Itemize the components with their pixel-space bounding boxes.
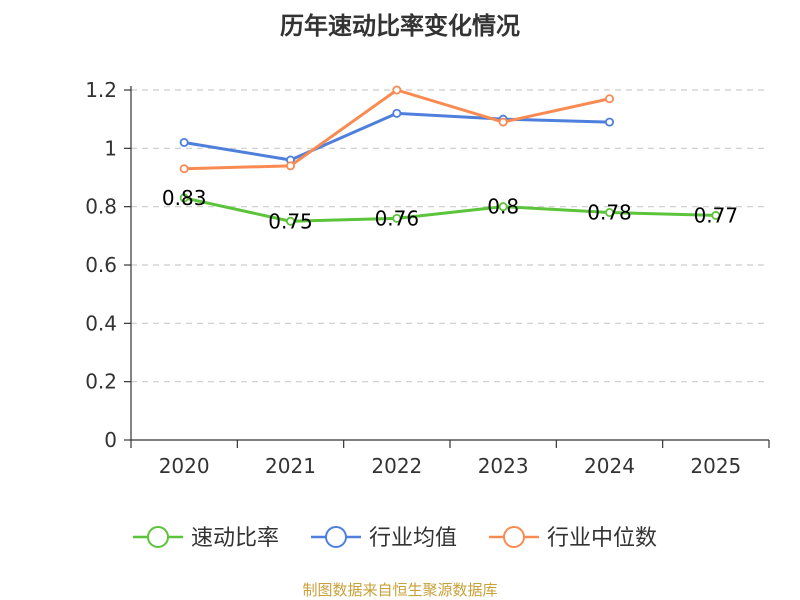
legend-item-1[interactable]: 行业均值 [311,526,457,551]
y-tick-label: 1.2 [85,78,117,102]
data-labels: 0.83 0.75 0.76 0.8 0.78 0.77 [162,186,738,233]
legend-marker-icon [147,526,169,548]
data-label: 0.8 [487,195,519,219]
data-label: 0.78 [587,201,632,225]
data-point [179,193,189,203]
legend-label: 行业中位数 [547,526,657,551]
x-tick-label: 2023 [478,454,529,478]
y-tick-label: 0.4 [85,311,117,335]
series-lines [179,85,721,226]
data-label: 0.83 [162,186,207,210]
data-point [498,202,508,212]
legend-item-0[interactable]: 速动比率 [133,526,279,551]
legend-marker-icon [325,526,347,548]
legend-item-2[interactable]: 行业中位数 [489,526,657,551]
y-tick-label: 0.2 [85,370,117,394]
data-label: 0.76 [375,206,420,230]
y-tick-label: 1 [104,136,117,160]
data-point [179,164,189,174]
data-point [392,213,402,223]
data-label: 0.77 [694,203,739,227]
y-tick-label: 0.6 [85,253,117,277]
data-point [285,216,295,226]
data-point [498,117,508,127]
data-point [392,85,402,95]
chart-title: 历年速动比率变化情况 [280,12,520,40]
legend-label: 速动比率 [191,526,279,551]
y-tick-label: 0 [104,428,117,452]
data-point [392,108,402,118]
series-line-0 [183,196,716,223]
data-point [605,94,615,104]
data-label: 0.75 [268,209,313,233]
x-tick-label: 2025 [690,454,741,478]
legend: 速动比率 行业均值 行业中位数 [133,526,657,551]
x-tick-label: 2020 [159,454,210,478]
series-line-2 [184,88,610,171]
data-point [711,210,721,220]
y-tick-label: 0.8 [85,195,117,219]
data-point [179,137,189,147]
data-point [605,207,615,217]
axes: 0 0.2 0.4 0.6 0.8 1 1.2 2020 2021 2022 2023 2024 202… [85,78,770,478]
legend-label: 行业均值 [369,526,457,551]
legend-marker-icon [503,526,525,548]
x-tick-label: 2021 [265,454,316,478]
grid-lines [131,89,769,383]
source-note: 制图数据来自恒生聚源数据库 [302,581,497,599]
data-point [605,117,615,127]
series-line-1 [183,111,610,162]
x-tick-label: 2022 [371,454,422,478]
data-point [285,161,295,171]
x-tick-label: 2024 [584,454,635,478]
